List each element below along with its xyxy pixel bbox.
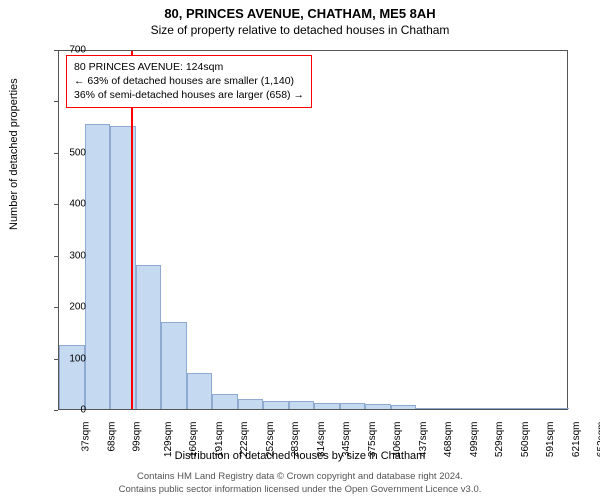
histogram-bar	[136, 265, 162, 409]
y-tick-label: 0	[80, 405, 86, 416]
histogram-bar	[544, 408, 570, 409]
histogram-bar	[187, 373, 213, 409]
x-axis-label: Distribution of detached houses by size …	[0, 450, 600, 462]
y-tick-mark	[54, 410, 58, 411]
y-tick-mark	[54, 153, 58, 154]
histogram-bar	[212, 394, 238, 409]
chart-title-main: 80, PRINCES AVENUE, CHATHAM, ME5 8AH	[0, 0, 600, 21]
histogram-bar	[391, 405, 417, 409]
y-tick-label: 200	[69, 302, 86, 313]
y-tick-label: 500	[69, 147, 86, 158]
y-tick-label: 300	[69, 250, 86, 261]
chart-title-sub: Size of property relative to detached ho…	[0, 21, 600, 37]
y-tick-label: 700	[69, 45, 86, 56]
histogram-bar	[467, 408, 493, 409]
footer-attribution: Contains HM Land Registry data © Crown c…	[0, 471, 600, 496]
marker-info-box: 80 PRINCES AVENUE: 124sqm← 63% of detach…	[66, 55, 312, 108]
histogram-bar	[85, 124, 111, 409]
info-box-line: ← 63% of detached houses are smaller (1,…	[74, 74, 304, 88]
y-tick-mark	[54, 101, 58, 102]
histogram-bar	[416, 408, 442, 409]
info-box-line: 36% of semi-detached houses are larger (…	[74, 88, 304, 102]
y-tick-label: 100	[69, 353, 86, 364]
x-tick-label: 37sqm	[81, 422, 92, 452]
info-box-line: 80 PRINCES AVENUE: 124sqm	[74, 60, 304, 74]
footer-line-2: Contains public sector information licen…	[0, 484, 600, 496]
x-tick-label: 99sqm	[132, 422, 143, 452]
y-tick-label: 400	[69, 199, 86, 210]
histogram-bar	[340, 403, 366, 409]
histogram-bar	[365, 404, 391, 409]
y-axis-label: Number of detached properties	[8, 78, 20, 230]
histogram-bar	[289, 401, 315, 409]
histogram-bar	[442, 408, 468, 409]
histogram-bar	[314, 403, 340, 409]
y-tick-mark	[54, 307, 58, 308]
footer-line-1: Contains HM Land Registry data © Crown c…	[0, 471, 600, 483]
histogram-bar	[238, 399, 264, 409]
histogram-bar	[161, 322, 187, 409]
y-tick-mark	[54, 256, 58, 257]
histogram-bar	[518, 408, 544, 409]
x-tick-label: 68sqm	[106, 422, 117, 452]
y-tick-mark	[54, 359, 58, 360]
histogram-bar	[263, 401, 289, 409]
y-tick-mark	[54, 204, 58, 205]
y-tick-mark	[54, 50, 58, 51]
histogram-bar	[493, 408, 519, 409]
